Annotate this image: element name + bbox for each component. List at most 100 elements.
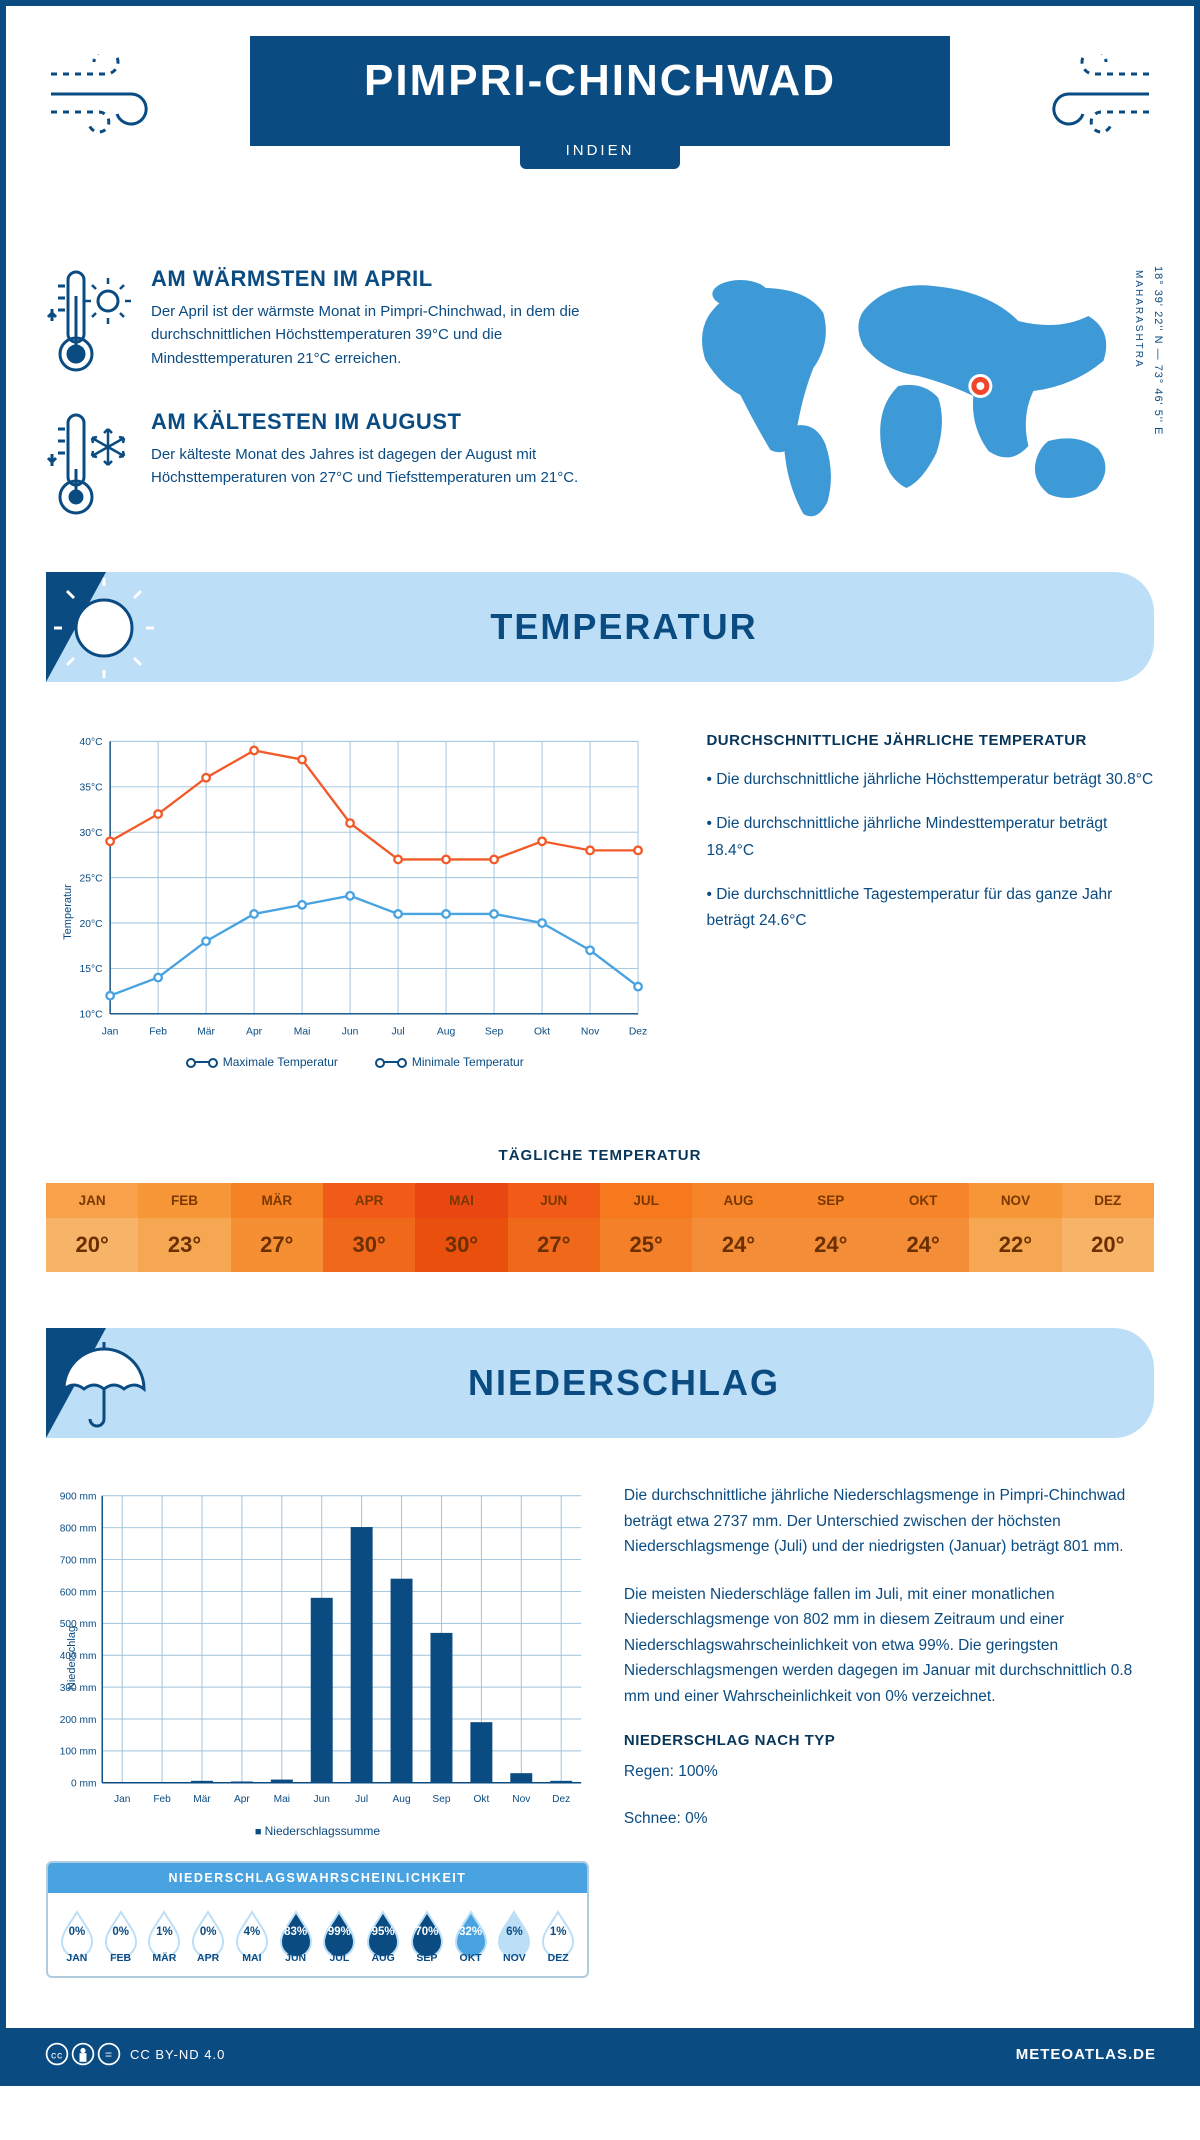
- drop-item: 70%SEP: [406, 1909, 448, 1964]
- svg-text:Jul: Jul: [355, 1794, 368, 1805]
- footer: cc = CC BY-ND 4.0 METEOATLAS.DE: [6, 2028, 1194, 2080]
- temperature-summary: DURCHSCHNITTLICHE JÄHRLICHE TEMPERATUR D…: [706, 732, 1154, 1092]
- daily-col: JUL25°: [600, 1183, 692, 1272]
- svg-text:40°C: 40°C: [80, 737, 104, 748]
- license: cc = CC BY-ND 4.0: [44, 2041, 225, 2067]
- drop-item: 1%DEZ: [537, 1909, 579, 1964]
- thermometer-sun-icon: [46, 266, 131, 381]
- warmest-title: AM WÄRMSTEN IM APRIL: [151, 266, 633, 292]
- svg-text:cc: cc: [51, 2050, 63, 2061]
- warmest-fact: AM WÄRMSTEN IM APRIL Der April ist der w…: [46, 266, 633, 381]
- svg-text:Nov: Nov: [581, 1026, 600, 1037]
- wind-icon: [1024, 54, 1154, 134]
- legend: Maximale Temperatur Minimale Temperatur: [46, 1055, 666, 1069]
- drop-item: 0%FEB: [100, 1909, 142, 1964]
- country-banner: INDIEN: [520, 128, 680, 169]
- coldest-fact: AM KÄLTESTEN IM AUGUST Der kälteste Mona…: [46, 409, 633, 524]
- svg-text:900 mm: 900 mm: [60, 1492, 97, 1503]
- svg-text:Jan: Jan: [114, 1794, 130, 1805]
- legend-precip: Niederschlagssumme: [46, 1824, 589, 1838]
- svg-text:20°C: 20°C: [80, 919, 104, 930]
- thermometer-snow-icon: [46, 409, 131, 524]
- svg-text:35°C: 35°C: [80, 783, 104, 794]
- daily-col: AUG24°: [692, 1183, 784, 1272]
- svg-text:Dez: Dez: [552, 1794, 570, 1805]
- svg-text:Mai: Mai: [294, 1026, 311, 1037]
- svg-text:Nov: Nov: [512, 1794, 531, 1805]
- umbrella-icon: [46, 1328, 174, 1438]
- avg-temp-title: DURCHSCHNITTLICHE JÄHRLICHE TEMPERATUR: [706, 732, 1154, 749]
- svg-text:Mai: Mai: [274, 1794, 290, 1805]
- svg-text:Apr: Apr: [234, 1794, 250, 1805]
- y-axis-label: Temperatur: [62, 884, 74, 940]
- daily-temp-title: TÄGLICHE TEMPERATUR: [46, 1147, 1154, 1164]
- drop-item: 0%APR: [187, 1909, 229, 1964]
- license-text: CC BY-ND 4.0: [130, 2047, 225, 2062]
- avg-temp-bullet: Die durchschnittliche Tagestemperatur fü…: [706, 882, 1154, 935]
- site-name: METEOATLAS.DE: [1016, 2046, 1156, 2063]
- svg-text:Okt: Okt: [534, 1026, 550, 1037]
- daily-col: APR30°: [323, 1183, 415, 1272]
- header: PIMPRI-CHINCHWAD INDIEN: [46, 36, 1154, 236]
- section-title-precip: NIEDERSCHLAG: [94, 1362, 1154, 1404]
- coldest-body: Der kälteste Monat des Jahres ist dagege…: [151, 443, 633, 490]
- daily-col: OKT24°: [877, 1183, 969, 1272]
- daily-col: JUN27°: [508, 1183, 600, 1272]
- precip-type-title: NIEDERSCHLAG NACH TYP: [624, 1732, 1154, 1749]
- section-head-temperature: TEMPERATUR: [46, 572, 1154, 682]
- svg-text:Dez: Dez: [629, 1026, 647, 1037]
- svg-text:Jun: Jun: [342, 1026, 359, 1037]
- svg-text:10°C: 10°C: [80, 1010, 104, 1021]
- avg-temp-bullet: Die durchschnittliche jährliche Höchstte…: [706, 767, 1154, 793]
- drop-item: 1%MÄR: [144, 1909, 186, 1964]
- svg-text:Aug: Aug: [437, 1026, 456, 1037]
- y-axis-label: Niederschlag: [66, 1626, 78, 1690]
- avg-temp-bullet: Die durchschnittliche jährliche Mindestt…: [706, 811, 1154, 864]
- precip-type-snow: Schnee: 0%: [624, 1806, 1154, 1832]
- precip-type-rain: Regen: 100%: [624, 1759, 1154, 1785]
- daily-col: MÄR27°: [231, 1183, 323, 1272]
- svg-text:200 mm: 200 mm: [60, 1715, 97, 1726]
- drop-item: 95%AUG: [362, 1909, 404, 1964]
- drop-item: 6%NOV: [494, 1909, 536, 1964]
- svg-text:Jul: Jul: [391, 1026, 404, 1037]
- precip-para: Die durchschnittliche jährliche Niedersc…: [624, 1483, 1154, 1560]
- svg-text:Sep: Sep: [432, 1794, 450, 1805]
- svg-text:Jun: Jun: [314, 1794, 330, 1805]
- precip-para: Die meisten Niederschläge fallen im Juli…: [624, 1582, 1154, 1710]
- daily-temp-table: JAN20°FEB23°MÄR27°APR30°MAI30°JUN27°JUL2…: [46, 1182, 1154, 1273]
- svg-text:Jan: Jan: [102, 1026, 119, 1037]
- svg-text:100 mm: 100 mm: [60, 1747, 97, 1758]
- wind-icon: [46, 54, 176, 134]
- svg-text:0 mm: 0 mm: [71, 1779, 96, 1790]
- warmest-body: Der April ist der wärmste Monat in Pimpr…: [151, 300, 633, 370]
- legend-min: Minimale Temperatur: [412, 1055, 524, 1069]
- daily-col: DEZ20°: [1062, 1183, 1154, 1272]
- section-head-precip: NIEDERSCHLAG: [46, 1328, 1154, 1438]
- svg-text:Mär: Mär: [193, 1794, 211, 1805]
- svg-text:30°C: 30°C: [80, 828, 104, 839]
- sun-icon: [46, 572, 174, 682]
- svg-text:Mär: Mär: [197, 1026, 215, 1037]
- daily-col: NOV22°: [969, 1183, 1061, 1272]
- drop-item: 83%JUN: [275, 1909, 317, 1964]
- page-title: PIMPRI-CHINCHWAD: [260, 56, 940, 106]
- drop-item: 4%MAI: [231, 1909, 273, 1964]
- drop-item: 0%JAN: [56, 1909, 98, 1964]
- svg-text:25°C: 25°C: [80, 873, 104, 884]
- drop-item: 32%OKT: [450, 1909, 492, 1964]
- svg-text:Aug: Aug: [393, 1794, 411, 1805]
- svg-text:Apr: Apr: [246, 1026, 263, 1037]
- svg-text:15°C: 15°C: [80, 964, 104, 975]
- svg-text:700 mm: 700 mm: [60, 1555, 97, 1566]
- svg-text:Feb: Feb: [153, 1794, 171, 1805]
- svg-text:Sep: Sep: [485, 1026, 504, 1037]
- svg-text:Okt: Okt: [473, 1794, 489, 1805]
- daily-col: SEP24°: [785, 1183, 877, 1272]
- legend-max: Maximale Temperatur: [223, 1055, 338, 1069]
- daily-col: FEB23°: [138, 1183, 230, 1272]
- drop-item: 99%JUL: [319, 1909, 361, 1964]
- svg-text:800 mm: 800 mm: [60, 1524, 97, 1535]
- probability-box: NIEDERSCHLAGSWAHRSCHEINLICHKEIT 0%JAN0%F…: [46, 1861, 589, 1978]
- precipitation-chart: Niederschlag 0 mm100 mm200 mm300 mm400 m…: [46, 1483, 589, 1833]
